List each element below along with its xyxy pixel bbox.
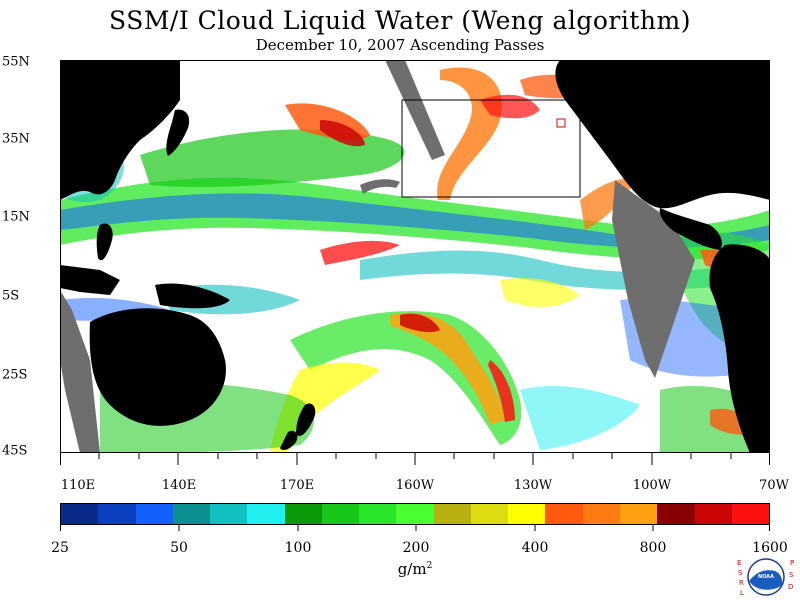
colorbar-swatch-6 bbox=[284, 504, 322, 524]
colorbar-swatch-16 bbox=[657, 504, 695, 524]
colorbar-label-1600: 1600 bbox=[752, 540, 788, 556]
lon-label-100w: 100W bbox=[632, 478, 672, 493]
colorbar-label-25: 25 bbox=[51, 540, 69, 556]
map-title: SSM/I Cloud Liquid Water (Weng algorithm… bbox=[109, 6, 691, 35]
noaa-esrl-psd-logo: E S R L P S D NOAA bbox=[737, 558, 794, 597]
colorbar-swatch-0 bbox=[61, 504, 99, 524]
colorbar-swatch-17 bbox=[694, 504, 732, 524]
logo-letter-p: P bbox=[790, 559, 794, 567]
colorbar-swatch-1 bbox=[98, 504, 136, 524]
colorbar-swatch-15 bbox=[619, 504, 658, 524]
colorbar-swatch-9 bbox=[396, 504, 434, 524]
units-base: g/m bbox=[397, 560, 427, 578]
land-japan bbox=[166, 109, 190, 156]
land-central-america bbox=[659, 208, 722, 250]
land-indonesia bbox=[60, 265, 120, 295]
land-cuba bbox=[710, 178, 755, 191]
lon-label-110e: 110E bbox=[60, 478, 96, 493]
land-new-guinea bbox=[155, 283, 230, 309]
colorbar-swatch-4 bbox=[210, 504, 248, 524]
colorbar-label-50: 50 bbox=[170, 540, 188, 556]
lon-label-130w: 130W bbox=[513, 478, 553, 493]
map-border bbox=[60, 60, 770, 453]
colorbar-label-200: 200 bbox=[402, 540, 430, 556]
colorbar-label-100: 100 bbox=[284, 540, 312, 556]
colorbar-swatch-3 bbox=[172, 504, 211, 524]
map-svg bbox=[60, 60, 770, 453]
noaa-wave bbox=[749, 570, 783, 590]
lat-label-25s: 25S bbox=[2, 367, 28, 383]
land-nz-south bbox=[280, 430, 298, 450]
colorbar bbox=[60, 503, 770, 525]
map-subtitle: December 10, 2007 Ascending Passes bbox=[255, 36, 545, 54]
land-asia bbox=[60, 60, 180, 200]
colorbar-ticks bbox=[60, 525, 770, 531]
colorbar-swatch-13 bbox=[545, 504, 583, 524]
lat-label-15n: 15N bbox=[2, 209, 30, 225]
noaa-bird bbox=[751, 565, 779, 573]
land-australia bbox=[89, 308, 226, 426]
logo-letter-s2: S bbox=[789, 571, 794, 579]
lat-label-5s: 5S bbox=[2, 288, 20, 304]
colorbar-label-400: 400 bbox=[521, 540, 549, 556]
land-south-america bbox=[709, 244, 770, 453]
colorbar-swatch-7 bbox=[321, 504, 360, 524]
lon-ticks bbox=[60, 453, 770, 465]
colorbar-swatch-10 bbox=[433, 504, 471, 524]
land-new-zealand bbox=[296, 403, 316, 437]
colorbar-swatch-2 bbox=[135, 504, 173, 524]
colorbar-swatch-18 bbox=[731, 504, 770, 524]
colorbar-swatch-8 bbox=[359, 504, 397, 524]
colorbar-swatch-11 bbox=[470, 504, 509, 524]
colorbar-swatch-12 bbox=[508, 504, 546, 524]
lat-label-45s: 45S bbox=[2, 443, 28, 459]
land-north-america bbox=[555, 60, 770, 209]
land-philippines bbox=[96, 223, 113, 261]
map-panel bbox=[60, 60, 770, 453]
colorbar-swatch-14 bbox=[582, 504, 620, 524]
lat-label-55n: 55N bbox=[2, 54, 30, 70]
lat-label-35n: 35N bbox=[2, 131, 30, 147]
subregion-marker-coast bbox=[556, 118, 566, 128]
colorbar-label-800: 800 bbox=[639, 540, 667, 556]
colorbar-units: g/m2 bbox=[0, 560, 800, 578]
lon-label-70w: 70W bbox=[759, 478, 789, 493]
lon-label-160w: 160W bbox=[395, 478, 435, 493]
logo-letter-r: R bbox=[739, 579, 744, 587]
colorbar-swatch-5 bbox=[247, 504, 285, 524]
units-exponent: 2 bbox=[426, 561, 433, 571]
lon-label-140e: 140E bbox=[161, 478, 197, 493]
noaa-text: NOAA bbox=[758, 574, 774, 580]
logo-letter-d: D bbox=[788, 583, 793, 591]
logo-letter-s: S bbox=[738, 569, 743, 577]
lon-label-170e: 170E bbox=[279, 478, 315, 493]
logo-letter-e: E bbox=[737, 559, 741, 567]
land-masses bbox=[60, 60, 770, 453]
subregion-box-ne-pacific bbox=[401, 99, 581, 198]
logo-letter-l: L bbox=[740, 589, 744, 597]
